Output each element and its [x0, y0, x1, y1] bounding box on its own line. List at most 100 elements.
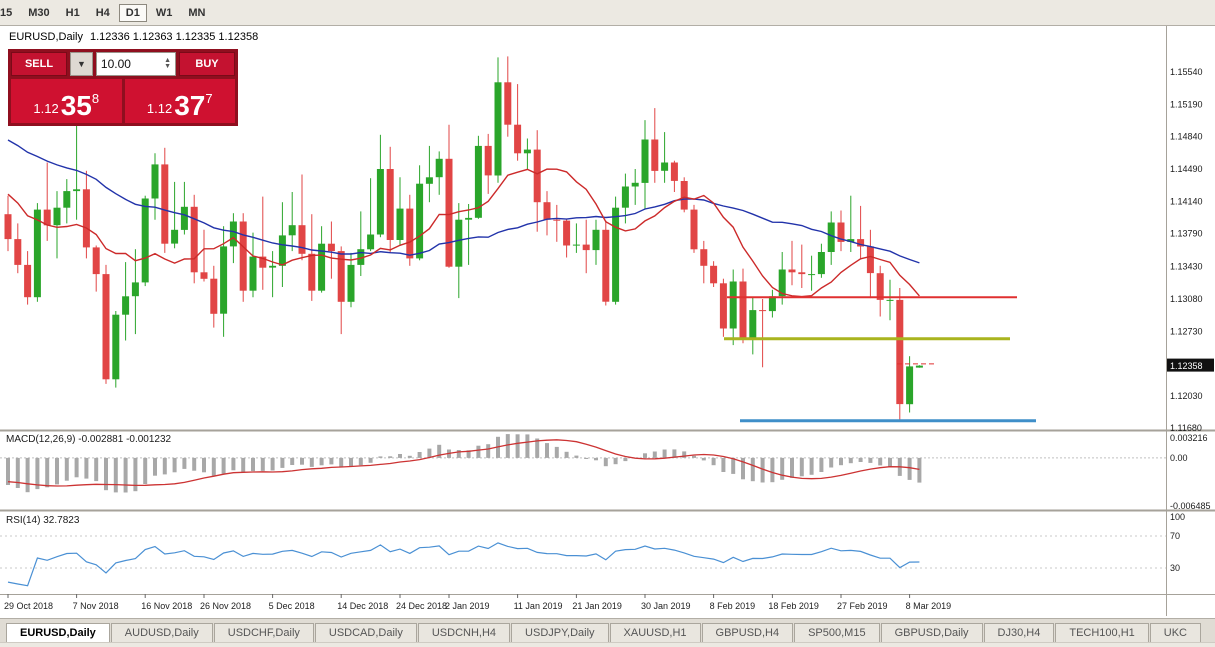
- candle-body: [131, 282, 139, 297]
- chart-title: EURUSD,Daily 1.12336 1.12363 1.12335 1.12…: [9, 31, 258, 43]
- candle-body: [896, 299, 904, 405]
- timeframe-button-mn[interactable]: MN: [181, 4, 212, 22]
- candle-body: [612, 207, 620, 302]
- chart-tab-audusd-daily[interactable]: AUDUSD,Daily: [110, 623, 213, 642]
- sell-button[interactable]: SELL: [11, 52, 67, 76]
- candle-body: [857, 239, 865, 247]
- candle-body: [53, 207, 61, 226]
- price-chart-canvas[interactable]: 1.15540 1.15190 1.14840 1.14490 1.14140 1.137…: [0, 26, 1215, 618]
- candle-body: [4, 214, 12, 240]
- candle-body: [269, 265, 277, 268]
- candle-body: [759, 310, 767, 312]
- date-label: 14 Dec 2018: [337, 601, 388, 611]
- chart-tab-ukc[interactable]: UKC: [1149, 623, 1201, 642]
- volume-dropdown-button[interactable]: ▼: [70, 52, 93, 76]
- candle-body: [396, 208, 404, 240]
- candle-body: [367, 234, 375, 250]
- price-pane[interactable]: [4, 56, 1037, 423]
- candle-body: [876, 273, 884, 300]
- chart-tab-gbpusd-h4[interactable]: GBPUSD,H4: [701, 623, 794, 642]
- current-price-tag: [1167, 358, 1214, 372]
- candle-body: [180, 206, 188, 230]
- date-label: 8 Mar 2019: [906, 601, 952, 611]
- candle-body: [474, 145, 482, 218]
- macd-scale-label: 0.00: [1170, 453, 1188, 463]
- candle-body: [435, 158, 443, 178]
- candle-body: [563, 220, 571, 246]
- candle-body: [651, 139, 659, 171]
- chart-tab-sp500-m15[interactable]: SP500,M15: [794, 623, 880, 642]
- chart-tab-dj30-h4[interactable]: DJ30,H4: [983, 623, 1055, 642]
- candle-body: [514, 124, 522, 154]
- candle-body: [92, 247, 100, 275]
- candle-body: [239, 221, 247, 291]
- date-label: 16 Nov 2018: [141, 601, 192, 611]
- timeframe-button-d1[interactable]: D1: [118, 3, 147, 22]
- candle-body: [553, 219, 561, 221]
- candle-body: [572, 244, 580, 246]
- chart-tab-xauusd-h1[interactable]: XAUUSD,H1: [609, 623, 701, 642]
- price-tick-label: 1.15190: [1170, 99, 1203, 109]
- candle-body: [661, 162, 669, 171]
- timeframe-button-w1[interactable]: W1: [149, 4, 180, 22]
- bid-point: 8: [91, 91, 100, 106]
- candle-body: [308, 253, 316, 291]
- chart-tab-tech100-h1[interactable]: TECH100,H1: [1055, 623, 1149, 642]
- timeframe-button-h1[interactable]: H1: [59, 4, 87, 22]
- chart-tab-gbpusd-daily[interactable]: GBPUSD,Daily: [880, 623, 983, 642]
- chart-tab-usdjpy-daily[interactable]: USDJPY,Daily: [511, 623, 609, 642]
- timeframe-button-h4[interactable]: H4: [89, 4, 117, 22]
- price-tick-label: 1.12030: [1170, 391, 1203, 401]
- chart-tab-usdcad-daily[interactable]: USDCAD,Daily: [314, 623, 417, 642]
- candle-body: [719, 283, 727, 329]
- ask-point: 7: [205, 91, 213, 106]
- timeframe-button-m30[interactable]: M30: [21, 4, 56, 22]
- candle-body: [200, 272, 208, 279]
- candle-body: [298, 225, 306, 254]
- price-tick-label: 1.12730: [1170, 326, 1203, 336]
- candle-body: [817, 252, 825, 275]
- candle-body: [690, 209, 698, 250]
- candle-body: [455, 219, 463, 267]
- candle-body: [190, 206, 198, 273]
- date-label: 7 Nov 2018: [73, 601, 119, 611]
- spinner-up-icon[interactable]: ▲: [164, 57, 171, 64]
- chart-symbol-label: EURUSD,Daily: [9, 31, 83, 43]
- candle-body: [582, 244, 590, 251]
- sell-price-box[interactable]: 1.12 35 8: [11, 79, 122, 123]
- candle-body: [102, 274, 110, 380]
- rsi-indicator-label: RSI(14) 32.7823: [6, 515, 80, 526]
- candle-body: [788, 269, 796, 273]
- candle-body: [112, 314, 120, 380]
- chart-tab-eurusd-daily[interactable]: EURUSD,Daily: [6, 623, 110, 642]
- chart-tab-usdcnh-h4[interactable]: USDCNH,H4: [417, 623, 511, 642]
- volume-field[interactable]: 10.00 ▲ ▼: [95, 52, 176, 76]
- rsi-level-label: 100: [1170, 512, 1185, 522]
- candle-body: [259, 256, 267, 268]
- rsi-level-label: 30: [1170, 563, 1180, 573]
- date-label: 21 Jan 2019: [572, 601, 622, 611]
- candle-body: [494, 82, 502, 176]
- candle-body: [33, 209, 41, 298]
- chart-tabs-bar: EURUSD,Daily AUDUSD,Daily USDCHF,Daily USDC…: [0, 618, 1215, 642]
- candle-body: [484, 145, 492, 176]
- buy-button[interactable]: BUY: [179, 52, 235, 76]
- candle-body: [778, 269, 786, 297]
- candle-body: [425, 177, 433, 184]
- candle-body: [357, 249, 365, 265]
- candle-body: [376, 169, 384, 235]
- date-label: 29 Oct 2018: [4, 601, 53, 611]
- horizontal-scrollbar[interactable]: [0, 642, 1215, 647]
- spinner-down-icon[interactable]: ▼: [164, 63, 171, 70]
- timeframe-button-15[interactable]: 15: [0, 4, 19, 22]
- chart-tab-usdchf-daily[interactable]: USDCHF,Daily: [213, 623, 314, 642]
- moving-average-ma-fast: [7, 168, 920, 298]
- candle-body: [288, 225, 296, 236]
- candle-body: [63, 191, 71, 208]
- candle-body: [24, 264, 32, 298]
- buy-price-box[interactable]: 1.12 37 7: [124, 79, 235, 123]
- candle-body: [73, 189, 81, 192]
- candle-body: [543, 202, 551, 220]
- timeframe-toolbar: 15 M30 H1 H4 D1 W1 MN: [0, 0, 1215, 26]
- chart-window: 1.15540 1.15190 1.14840 1.14490 1.14140 1.137…: [0, 26, 1215, 618]
